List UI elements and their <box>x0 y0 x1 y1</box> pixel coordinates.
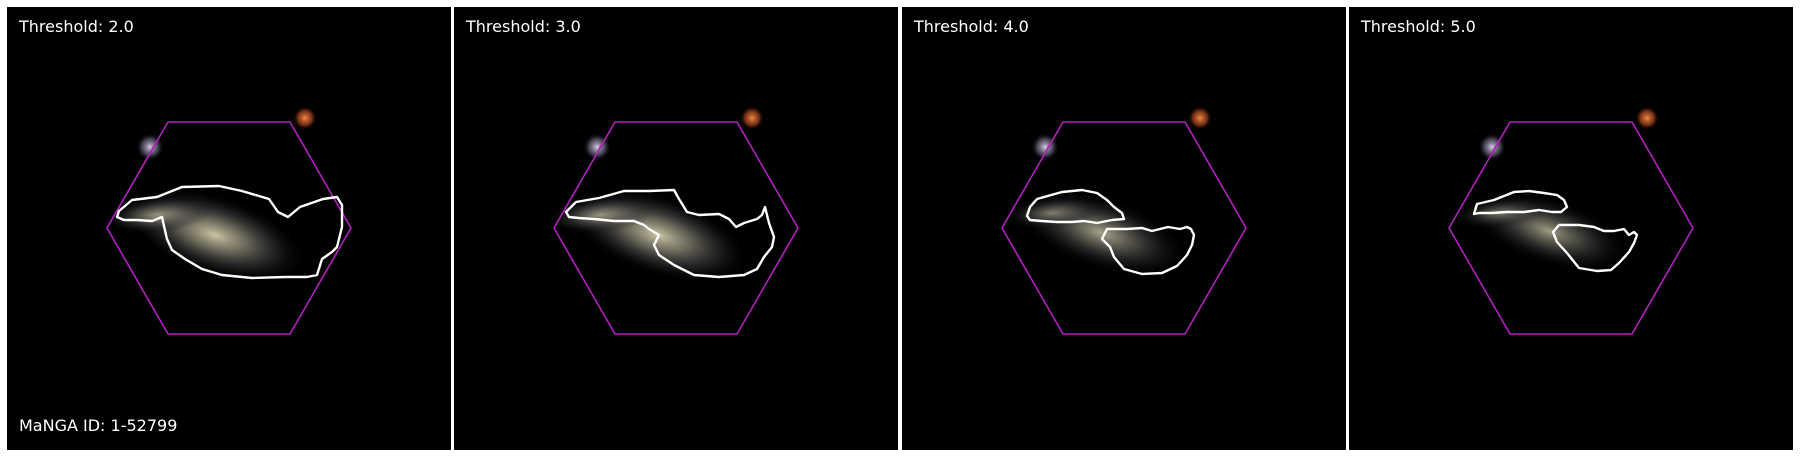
galaxy-image-1 <box>102 106 352 335</box>
threshold-label: Threshold: 2.0 <box>19 17 134 36</box>
galaxy-image-4 <box>1448 106 1694 335</box>
image-panel-4: Threshold: 5.0 <box>1349 7 1793 450</box>
detection-contour <box>1472 189 1569 216</box>
galaxy-image-2 <box>545 106 799 335</box>
detection-contour <box>1100 225 1196 276</box>
ifu-hexagon <box>106 121 352 335</box>
threshold-label: Threshold: 3.0 <box>466 17 581 36</box>
red-star <box>1188 106 1212 130</box>
ifu-hexagon <box>1448 121 1694 335</box>
red-star <box>1635 106 1659 130</box>
detection-contour <box>1551 223 1639 273</box>
detection-contour <box>564 188 776 279</box>
red-star <box>293 106 317 130</box>
red-star <box>740 106 764 130</box>
galaxy-glow <box>102 186 307 284</box>
image-panel-1: Threshold: 2.0 MaNGA ID: 1-52799 <box>7 7 451 450</box>
threshold-label: Threshold: 5.0 <box>1361 17 1476 36</box>
detection-contour <box>115 184 344 280</box>
image-panel-2: Threshold: 3.0 <box>454 7 898 450</box>
detection-contour <box>1025 188 1126 225</box>
ifu-hexagon <box>553 121 799 335</box>
threshold-label: Threshold: 4.0 <box>914 17 1029 36</box>
image-panel-3: Threshold: 4.0 <box>902 7 1346 450</box>
galaxy-id-label: MaNGA ID: 1-52799 <box>19 416 178 435</box>
ifu-hexagon <box>1001 121 1247 335</box>
galaxy-image-3 <box>1001 106 1247 335</box>
